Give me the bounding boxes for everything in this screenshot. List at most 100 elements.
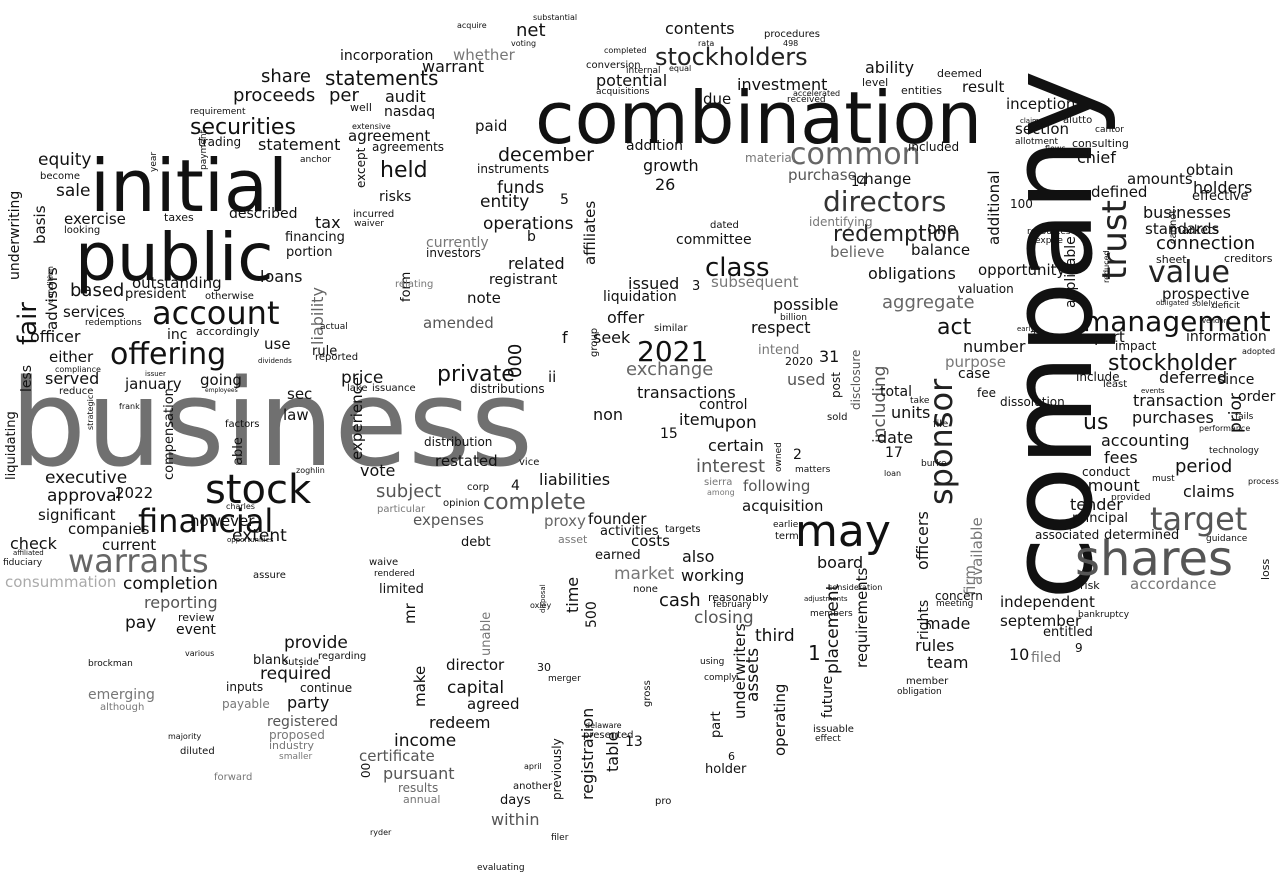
word-underwriters: underwriters	[731, 623, 749, 719]
word-deferred: deferred	[1159, 368, 1227, 387]
word-accordingly: accordingly	[196, 325, 260, 338]
word-diluted: diluted	[180, 746, 215, 757]
word-certain: certain	[708, 436, 764, 455]
word-directors: directors	[823, 185, 947, 218]
word-level: level	[862, 76, 889, 89]
word-period: period	[1175, 456, 1233, 477]
word-post: post	[829, 372, 843, 398]
word-4: 4	[511, 478, 520, 494]
word-redeem: redeem	[429, 713, 491, 732]
word-standards: standards	[1145, 220, 1220, 238]
word-6: 6	[728, 750, 735, 763]
word-consulting: consulting	[1072, 137, 1129, 150]
word-matters: matters	[795, 465, 831, 475]
word-become: become	[40, 171, 81, 182]
word-restated: restated	[435, 452, 498, 470]
word-evaluating: evaluating	[477, 863, 525, 873]
word-waive: waive	[369, 557, 399, 568]
word-using: using	[700, 657, 725, 667]
word-subject: subject	[376, 481, 442, 502]
word-loan: loan	[884, 469, 902, 478]
word-exchange: exchange	[626, 359, 714, 380]
word-distribution: distribution	[424, 435, 493, 449]
word-conduct: conduct	[1082, 465, 1131, 479]
word-proposed: proposed	[269, 728, 325, 742]
word-member: member	[906, 676, 949, 687]
word-relating: relating	[395, 279, 434, 290]
word-event: event	[176, 622, 216, 638]
word-believe: believe	[830, 243, 885, 261]
word-2021: 2021	[637, 335, 709, 368]
word-accelerated: accelerated	[793, 89, 841, 98]
word-completed: completed	[604, 46, 647, 55]
word-agreements: agreements	[372, 140, 445, 154]
word-third: third	[755, 626, 795, 646]
word-proceeds: proceeds	[233, 85, 316, 106]
word-filed: filed	[1031, 650, 1062, 666]
word-technology: technology	[1209, 446, 1259, 456]
word-check: check	[10, 534, 57, 553]
word-emerging: emerging	[88, 687, 155, 703]
word-significant: significant	[38, 506, 116, 524]
word-unable: unable	[479, 611, 494, 656]
word-although: although	[100, 702, 145, 713]
word-identifying: identifying	[809, 215, 873, 229]
word-flows: flows	[1045, 144, 1066, 153]
word-2020: 2020	[785, 355, 813, 368]
word-currently: currently	[426, 235, 489, 251]
word-offering: offering	[110, 337, 227, 372]
word-tax: tax	[315, 213, 341, 232]
word-holder: holder	[705, 762, 747, 777]
word-early: early	[1017, 325, 1035, 333]
word-party: party	[287, 693, 330, 712]
word-certificate: certificate	[359, 747, 435, 765]
word-per: per	[329, 85, 359, 106]
word-note: note	[467, 289, 501, 307]
word-targets: targets	[665, 524, 701, 535]
word-none: none	[633, 584, 658, 595]
word-seek: seek	[593, 328, 631, 347]
word-outside: outside	[282, 657, 319, 668]
word-amount: amount	[1078, 476, 1140, 495]
word-include: include	[1076, 370, 1120, 384]
word-markets: markets	[1170, 223, 1219, 237]
word-concern: concern	[935, 589, 983, 603]
word-costs: costs	[631, 532, 670, 550]
word-events: events	[1141, 387, 1165, 395]
word-director: director	[446, 656, 505, 674]
word-sale: sale	[56, 181, 91, 201]
word-february: february	[713, 600, 752, 610]
word-zoghlin: zoghlin	[296, 466, 325, 475]
word-billion: billion	[780, 313, 807, 323]
word-distributions: distributions	[470, 382, 545, 396]
word-compliance: compliance	[55, 365, 101, 374]
word-similar: similar	[654, 323, 688, 334]
word-anchor: anchor	[300, 155, 332, 165]
word-days: days	[500, 793, 531, 808]
word-opinion: opinion	[443, 498, 480, 509]
word-ability: ability	[865, 58, 915, 77]
word-5: 5	[560, 192, 569, 208]
word-december: december	[498, 144, 594, 166]
word-sec: sec	[287, 385, 313, 403]
word-paid: paid	[475, 117, 508, 135]
word-described: described	[229, 206, 298, 222]
word-founder: founder	[588, 510, 647, 528]
word-brockman: brockman	[88, 659, 133, 669]
word-determined: determined	[1104, 528, 1180, 543]
word-due: due	[703, 90, 732, 108]
word-addition: addition	[626, 138, 684, 154]
word-either: either	[49, 348, 94, 366]
word-results: results	[398, 781, 439, 795]
word-however: however	[190, 512, 255, 530]
word-entitled: entitled	[1043, 625, 1093, 640]
word-portion: portion	[286, 245, 333, 260]
word-expire: expire	[1035, 236, 1063, 246]
word-disclosure: disclosure	[849, 349, 863, 410]
word-effective: effective	[1192, 189, 1249, 204]
word-vendors: vendors	[1202, 317, 1231, 325]
word-proxy: proxy	[544, 512, 586, 530]
word-outstanding: outstanding	[132, 274, 222, 292]
word-disposal: disposal	[539, 584, 547, 613]
word-statement: statement	[258, 135, 341, 154]
